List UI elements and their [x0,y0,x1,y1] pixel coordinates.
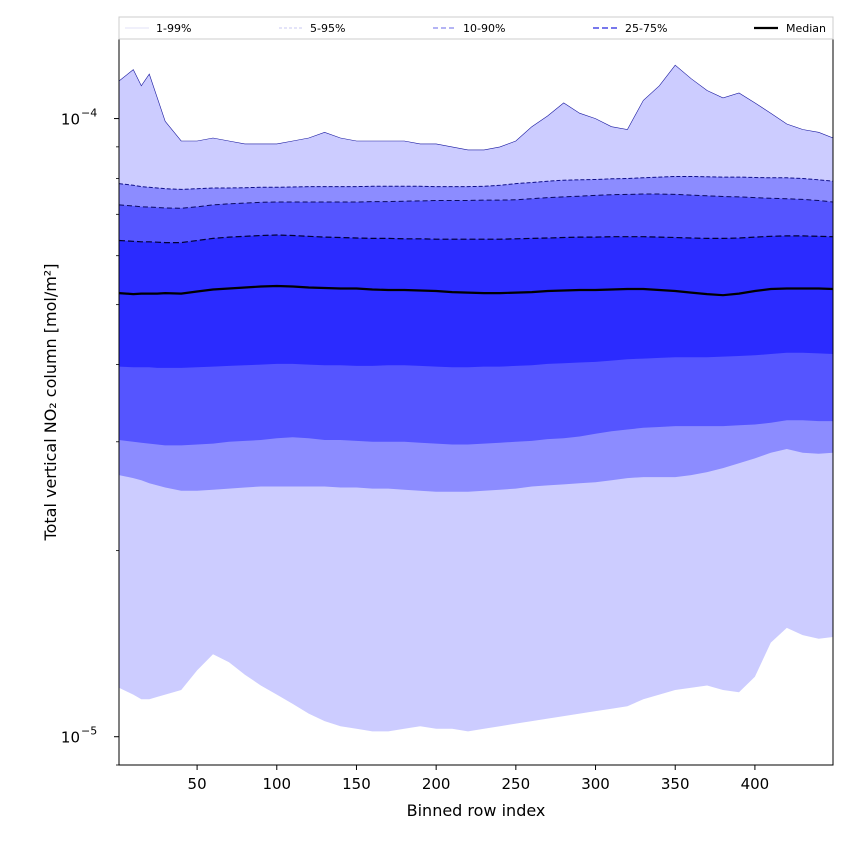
x-tick-label: 250 [502,775,531,793]
x-axis-label: Binned row index [407,801,546,820]
x-tick-label: 100 [262,775,291,793]
legend-label: 25-75% [625,22,667,35]
y-tick-label: 10 [61,111,80,129]
y-tick-exponent: −5 [81,725,97,738]
plot-area [119,64,833,732]
y-tick-exponent: −4 [81,107,97,120]
median-line [119,284,833,297]
band-edge-1-99pct [119,64,833,151]
legend: 1-99% 5-95% 10-90% 25-75% Median [118,16,834,40]
legend-box [118,16,834,40]
x-tick-label: 50 [188,775,207,793]
legend-label: Median [786,22,826,35]
band-edge-10-90pct [119,193,833,209]
x-tick-label: 300 [581,775,610,793]
legend-label: 5-95% [310,22,345,35]
y-axis-label: Total vertical NO₂ column [mol/m²] [41,264,60,542]
x-tick-label: 400 [741,775,770,793]
legend-label: 1-99% [156,22,191,35]
x-tick-label: 200 [422,775,451,793]
x-tick-label: 350 [661,775,690,793]
y-tick-label: 10 [61,729,80,747]
band-edge-25-75pct [119,234,833,244]
band-25-75pct [119,235,833,368]
band-edge-5-95pct [119,176,833,190]
legend-label: 10-90% [463,22,505,35]
x-tick-label: 150 [342,775,371,793]
